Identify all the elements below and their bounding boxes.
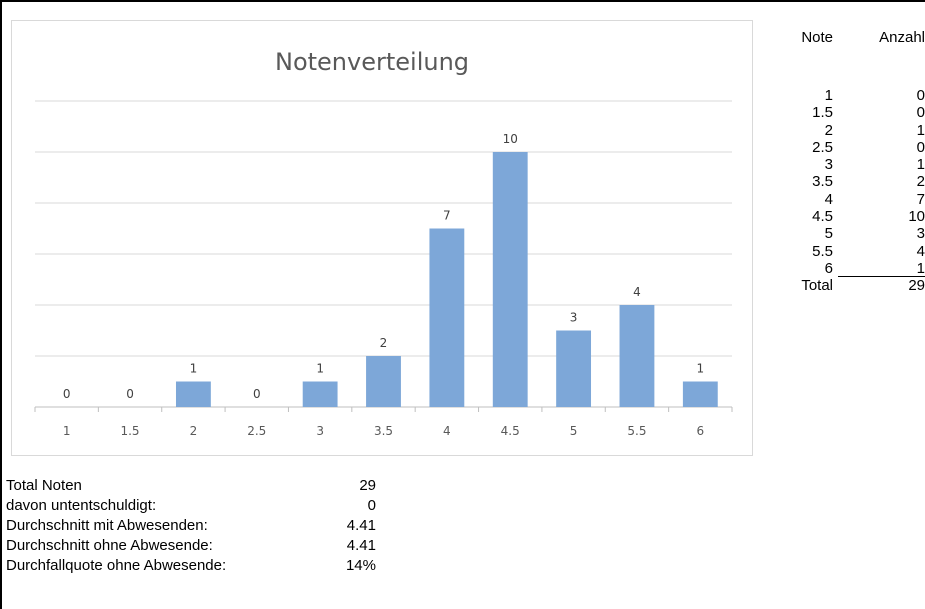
data-label: 1: [316, 362, 324, 376]
bar: [366, 356, 401, 407]
table-row: 2.5 0: [788, 139, 925, 156]
header-count: Anzahl: [879, 29, 925, 46]
x-tick-label: 4: [443, 424, 451, 438]
table-cell-note: 6: [824, 259, 833, 277]
x-tick-label: 2: [190, 424, 198, 438]
table-cell-note: 2.5: [812, 138, 833, 156]
bar-chart: Notenverteilung0101.51202.51323.574104.5…: [34, 48, 733, 438]
bar: [492, 152, 528, 407]
table-row: 4.5 10: [788, 208, 925, 225]
table-total-row: Total 29: [788, 276, 925, 295]
data-label: 0: [63, 387, 71, 401]
x-tick-label: 3.5: [374, 424, 393, 438]
total-value: 29: [908, 277, 925, 295]
x-tick-label: 2.5: [247, 424, 266, 438]
bar: [429, 228, 465, 407]
table-row: 3.5 2: [788, 173, 925, 190]
table-cell-note: 3: [824, 156, 833, 174]
data-label: 1: [190, 362, 198, 376]
summary-value: 4.41: [346, 517, 376, 534]
summary-row: Total Noten 29: [6, 477, 376, 497]
summary-value: 29: [359, 477, 376, 494]
table-cell-note: 2: [824, 121, 833, 139]
table-cell-count: 2: [916, 173, 925, 191]
bar: [302, 381, 338, 407]
data-label: 7: [443, 209, 451, 223]
summary-label: davon untentschuldigt:: [6, 497, 157, 514]
table-cell-note: 1.5: [812, 104, 833, 122]
data-label: 10: [503, 132, 518, 146]
table-cell-count: 0: [916, 87, 925, 104]
x-tick-label: 4.5: [501, 424, 520, 438]
summary-row: davon untentschuldigt: 0: [6, 497, 376, 517]
data-label: 4: [633, 285, 641, 299]
x-tick-label: 1: [63, 424, 71, 438]
summary-value: 14%: [345, 557, 376, 574]
total-underline: [838, 276, 925, 278]
bar: [682, 381, 718, 407]
data-label: 3: [570, 311, 578, 325]
table-cell-note: 3.5: [812, 173, 833, 191]
x-tick-label: 6: [696, 424, 704, 438]
data-label: 0: [253, 387, 261, 401]
summary-label: Durchfallquote ohne Abwesende:: [6, 557, 227, 574]
table-cell-note: 5: [824, 225, 833, 243]
table-cell-note: 5.5: [812, 242, 833, 260]
header-note: Note: [801, 29, 833, 46]
data-label: 0: [126, 387, 134, 401]
table-row: 5.5 4: [788, 243, 925, 260]
grade-count-table: Note Anzahl 1 0 1.5 0 2 1 2.5 0 3 1 3.5 2 4 7 4.5 10 5 3 5…: [788, 29, 925, 295]
total-label: Total: [801, 277, 833, 295]
x-tick-label: 3: [316, 424, 324, 438]
table-cell-note: 1: [824, 87, 833, 104]
table-cell-count: 1: [916, 259, 925, 277]
summary-label: Total Noten: [6, 477, 82, 494]
chart-title: Notenverteilung: [275, 48, 469, 76]
chart-area[interactable]: Notenverteilung 0 1 0 1.5 1 2 0 2.5 1 3 2 3.5 7 4 10 4.5…: [11, 20, 753, 456]
x-tick-label: 5.5: [627, 424, 646, 438]
table-cell-count: 10: [908, 208, 925, 226]
table-cell-count: 1: [916, 156, 925, 174]
table-row: 1.5 0: [788, 104, 925, 121]
data-label: 1: [696, 362, 704, 376]
data-label: 2: [380, 336, 388, 350]
x-tick-label: 5: [570, 424, 578, 438]
summary-row: Durchfallquote ohne Abwesende: 14%: [6, 557, 376, 577]
table-cell-count: 3: [916, 225, 925, 243]
summary-label: Durchschnitt mit Abwesenden:: [6, 517, 208, 534]
table-cell-count: 1: [916, 121, 925, 139]
table-header: Note Anzahl: [788, 29, 925, 50]
table-cell-count: 4: [916, 242, 925, 260]
bar: [175, 381, 211, 407]
table-cell-count: 0: [916, 138, 925, 156]
table-cell-note: 4.5: [812, 208, 833, 226]
summary-row: Durchschnitt mit Abwesenden: 4.41: [6, 517, 376, 537]
table-cell-count: 7: [916, 190, 925, 208]
summary-value: 4.41: [346, 537, 376, 554]
summary-row: Durchschnitt ohne Abwesende: 4.41: [6, 537, 376, 557]
table-cell-note: 4: [824, 190, 833, 208]
bar: [556, 330, 592, 407]
summary-block: Total Noten 29 davon untentschuldigt: 0 Durc…: [6, 477, 376, 577]
summary-value: 0: [367, 497, 376, 514]
x-tick-label: 1.5: [120, 424, 139, 438]
summary-label: Durchschnitt ohne Abwesende:: [6, 537, 213, 554]
table-cell-count: 0: [916, 104, 925, 122]
bar: [619, 305, 655, 407]
